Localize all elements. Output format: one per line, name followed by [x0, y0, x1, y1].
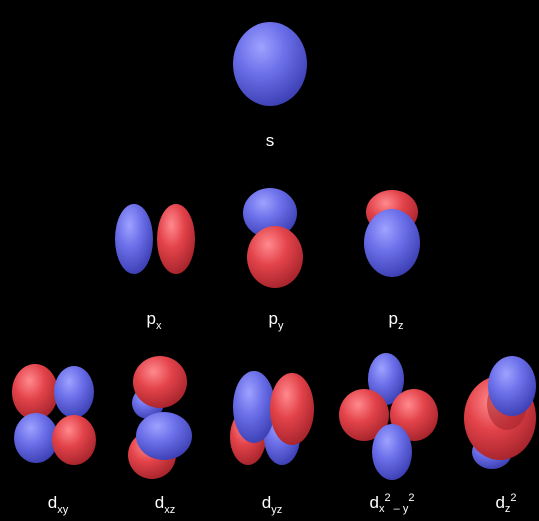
s-label: s	[265, 131, 275, 150]
dx2y2-orbital	[339, 353, 438, 480]
px-lobe-negative	[157, 204, 195, 274]
py-label: py	[268, 309, 284, 332]
py-orbital	[243, 188, 303, 288]
px-lobe-positive	[115, 204, 153, 274]
dxy-orbital	[12, 364, 96, 465]
dxz-lobe	[133, 356, 187, 408]
py-lobe-negative	[247, 226, 303, 288]
dxz-orbital	[128, 356, 192, 479]
dyz-lobe	[233, 371, 275, 443]
dxy-lobe	[52, 415, 96, 465]
pz-orbital	[364, 190, 420, 277]
dx2y2-lobe	[339, 389, 389, 441]
dz2-orbital	[464, 356, 536, 469]
dz2-label: dz2	[495, 492, 517, 515]
dx2y2-lobe	[368, 353, 404, 405]
dyz-orbital	[230, 371, 314, 465]
dxz-label: dxz	[154, 493, 176, 516]
py-lobe-positive	[243, 188, 297, 238]
dxy-label: dxy	[47, 493, 69, 516]
dyz-lobe	[270, 373, 314, 445]
s-orbital	[233, 22, 307, 106]
pz-label: pz	[388, 309, 404, 332]
dxz-lobe	[136, 412, 192, 460]
px-label: px	[146, 309, 162, 332]
dz2-lobe-upper	[488, 356, 536, 416]
dyz-label: dyz	[261, 493, 283, 516]
dx2y2-label: dx2 – y2	[369, 492, 415, 515]
dxy-lobe	[14, 413, 58, 463]
dxy-lobe	[54, 366, 94, 418]
dxy-lobe	[12, 364, 58, 420]
pz-lobe-positive	[364, 209, 420, 277]
px-orbital	[115, 204, 195, 274]
dx2y2-lobe	[372, 424, 412, 480]
